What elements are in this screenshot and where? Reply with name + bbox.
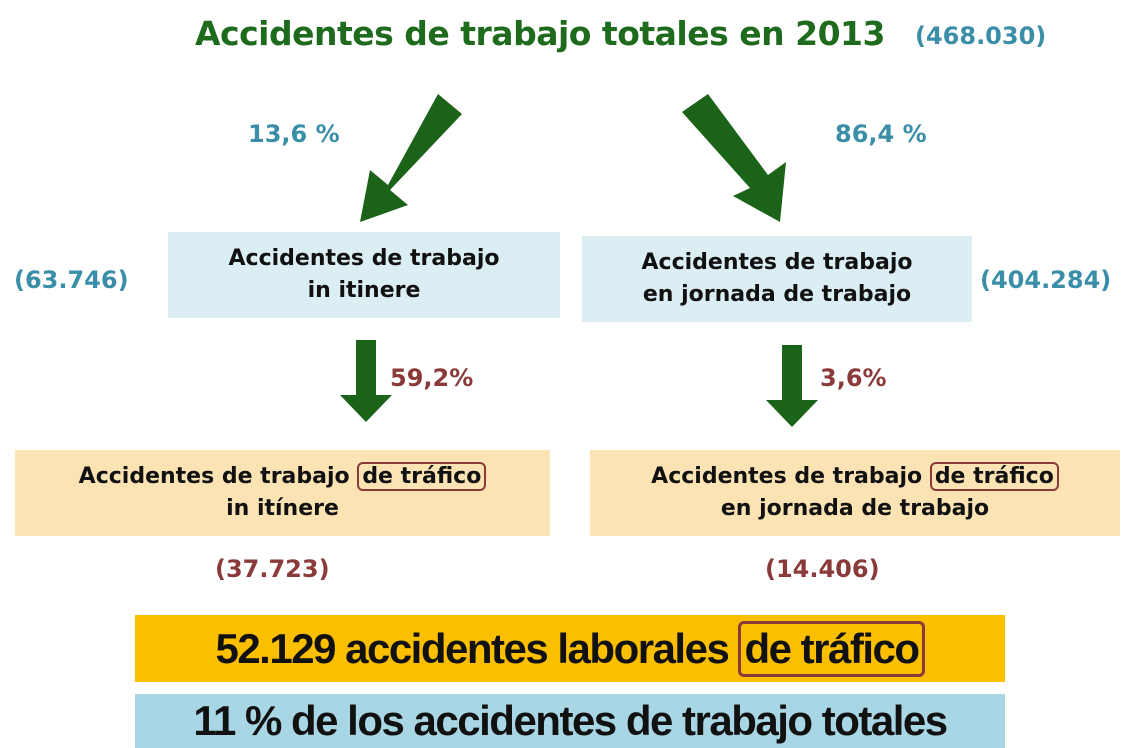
line: Accidentes de trabajo [228,246,500,271]
right-percent: 86,4 % [835,120,927,148]
summary-text: 52.129 accidentes laborales [215,624,729,672]
line: en jornada de trabajo [720,496,990,521]
bottom-right-box: Accidentes de trabajo de tráfico en jorn… [590,450,1120,536]
line: Accidentes de trabajo [641,250,913,275]
line: Accidentes de trabajo de tráfico [651,461,1059,493]
right-count: (404.284) [980,266,1112,294]
arrow-down-left [340,340,392,422]
left-percent: 13,6 % [248,120,340,148]
right-sub-percent: 3,6% [820,364,887,392]
title: Accidentes de trabajo totales en 2013 [195,14,885,53]
line: en jornada de trabajo [642,282,912,307]
total: (468.030) [915,22,1047,50]
middle-left-box: Accidentes de trabajo in itinere [168,232,560,318]
summary-highlight: de tráfico [738,620,925,677]
footer-text: 11 % de los accidentes de trabajo totale… [193,697,948,744]
text: Accidentes de trabajo [651,464,923,489]
arrow-left [360,94,462,222]
summary-bar: 52.129 accidentes laborales de tráfico [135,615,1005,682]
bottom-left-count: (37.723) [215,555,330,583]
bottom-left-box: Accidentes de trabajo de tráfico in itín… [15,450,550,536]
line: in itínere [226,496,339,521]
middle-right-box: Accidentes de trabajo en jornada de trab… [582,236,972,322]
arrow-down-right [766,345,818,427]
line: Accidentes de trabajo de tráfico [79,461,487,493]
highlight: de tráfico [929,462,1059,491]
highlight: de tráfico [357,462,487,491]
line: in itinere [307,278,421,303]
left-count: (63.746) [14,266,129,294]
arrow-right [682,94,786,222]
arrow-group [340,94,818,427]
bottom-right-count: (14.406) [765,555,880,583]
footer-bar: 11 % de los accidentes de trabajo totale… [135,694,1005,748]
text: Accidentes de trabajo [78,464,350,489]
left-sub-percent: 59,2% [390,364,474,392]
